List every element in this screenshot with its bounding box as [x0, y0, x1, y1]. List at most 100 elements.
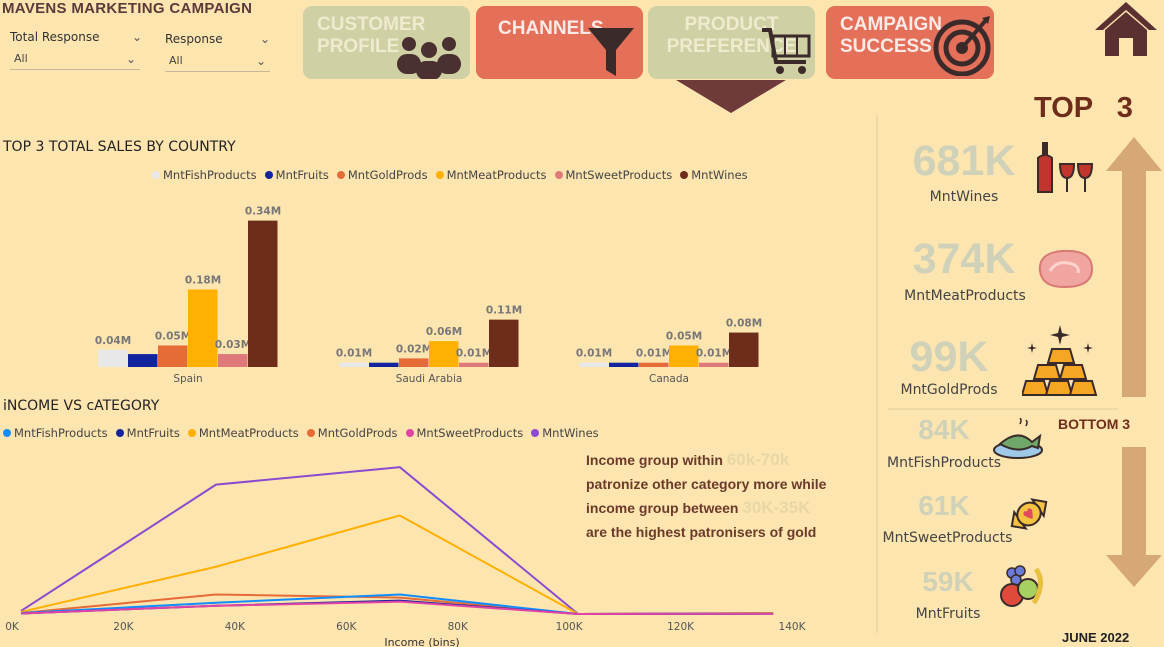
- bar[interactable]: [158, 345, 188, 367]
- nav-campaign-success-button[interactable]: CAMPAIGN SUCCESS: [826, 6, 994, 79]
- x-tick-label: 140K: [779, 621, 807, 633]
- panel-divider: [876, 115, 878, 633]
- slicer-total-response[interactable]: Total Response ⌄ All ⌄: [10, 30, 142, 70]
- series-line[interactable]: [20, 593, 774, 616]
- legend-label: MntWines: [542, 426, 599, 440]
- category-label: Saudi Arabia: [396, 373, 463, 385]
- bar[interactable]: [218, 354, 248, 367]
- funnel-icon: [588, 28, 634, 76]
- x-tick-label: 40K: [225, 621, 246, 633]
- legend-item[interactable]: MntFishProducts: [3, 426, 108, 440]
- sales-chart-title: TOP 3 TOTAL SALES BY COUNTRY: [3, 139, 236, 155]
- nav-label: PROFILE: [317, 36, 400, 57]
- legend-swatch: [3, 429, 11, 437]
- legend-swatch: [531, 429, 540, 437]
- slicer-dropdown[interactable]: All ⌄: [10, 46, 140, 70]
- bar[interactable]: [459, 362, 489, 367]
- bar-data-label: 0.01M: [456, 348, 492, 360]
- bar[interactable]: [339, 362, 369, 367]
- legend-item[interactable]: MntSweetProducts: [554, 168, 672, 182]
- legend-swatch: [306, 429, 315, 437]
- nav-channels-button[interactable]: CHANNELS: [476, 6, 643, 79]
- bar[interactable]: [699, 362, 729, 367]
- legend-swatch: [435, 171, 444, 179]
- bar[interactable]: [429, 341, 459, 367]
- chevron-down-icon[interactable]: ⌄: [125, 52, 136, 66]
- bar[interactable]: [579, 362, 609, 367]
- bar[interactable]: [639, 362, 669, 367]
- kpi-label: MntWines: [929, 189, 999, 205]
- category-label: Spain: [173, 373, 202, 385]
- legend-item[interactable]: MntFruits: [264, 168, 329, 182]
- series-line[interactable]: [20, 600, 774, 616]
- legend-item[interactable]: MntWines: [680, 168, 748, 182]
- home-icon[interactable]: [1093, 0, 1159, 58]
- annotation-text: are the highest patronisers of gold: [586, 524, 817, 540]
- legend-swatch: [680, 171, 689, 179]
- bar[interactable]: [669, 345, 699, 367]
- x-tick-label: 20K: [113, 621, 134, 633]
- legend-item[interactable]: MntGoldProds: [336, 168, 428, 182]
- legend-swatch: [115, 429, 124, 437]
- annotation-text: patronize other category more while: [586, 476, 827, 492]
- bar-data-label: 0.02M: [396, 343, 432, 355]
- legend-swatch: [336, 171, 345, 179]
- bottom3-title: BOTTOM 3: [1058, 416, 1131, 432]
- category-label: Canada: [649, 373, 689, 385]
- people-icon: [397, 37, 461, 79]
- chevron-down-icon[interactable]: ⌄: [259, 32, 270, 46]
- bar[interactable]: [609, 362, 639, 367]
- bar-data-label: 0.01M: [336, 348, 372, 360]
- bar[interactable]: [369, 362, 399, 367]
- x-axis-label: Income (bins): [384, 636, 459, 647]
- slicer-dropdown[interactable]: All ⌄: [165, 48, 270, 72]
- legend-label: MntGoldProds: [317, 426, 398, 440]
- legend-item[interactable]: MntWines: [531, 426, 599, 440]
- fish-icon: [993, 418, 1043, 459]
- bar[interactable]: [729, 332, 759, 367]
- report-date: JUNE 2022: [1062, 630, 1130, 645]
- kpi-value: 84K: [918, 414, 970, 445]
- gold-bars-icon: [1022, 325, 1098, 396]
- bar[interactable]: [128, 354, 158, 367]
- income-annotation: Income group within 60k-70k patronize ot…: [586, 448, 826, 544]
- slicer-label: Total Response: [10, 30, 100, 44]
- legend-item[interactable]: MntMeatProducts: [435, 168, 547, 182]
- legend-swatch: [152, 171, 160, 179]
- x-tick-label: 0K: [5, 621, 20, 633]
- legend-label: MntFruits: [126, 426, 180, 440]
- bar-data-label: 0.05M: [666, 330, 702, 342]
- legend-item[interactable]: MntFruits: [115, 426, 180, 440]
- bar[interactable]: [399, 358, 429, 367]
- bar-data-label: 0.18M: [185, 275, 221, 287]
- legend-label: MntMeatProducts: [446, 168, 547, 182]
- candy-icon: [1010, 498, 1048, 530]
- legend-item[interactable]: MntMeatProducts: [187, 426, 299, 440]
- bar-data-label: 0.01M: [576, 348, 612, 360]
- nav-product-preference-button[interactable]: PRODUCT PREFERENCE: [648, 6, 815, 79]
- bar-data-label: 0.34M: [245, 206, 281, 218]
- slicer-response[interactable]: Response ⌄ All ⌄: [165, 32, 270, 72]
- wine-icon: [1037, 142, 1094, 193]
- bar-data-label: 0.01M: [696, 348, 732, 360]
- nav-customer-profile-button[interactable]: CUSTOMER PROFILE: [303, 6, 470, 79]
- legend-swatch: [264, 171, 273, 179]
- bar[interactable]: [248, 220, 278, 367]
- chevron-down-icon[interactable]: ⌄: [131, 30, 142, 44]
- bar-data-label: 0.11M: [486, 305, 522, 317]
- nav-label: CUSTOMER: [317, 14, 426, 35]
- bar-data-label: 0.01M: [636, 348, 672, 360]
- legend-item[interactable]: MntSweetProducts: [405, 426, 523, 440]
- x-tick-label: 80K: [448, 621, 469, 633]
- bar[interactable]: [188, 289, 218, 368]
- legend-item[interactable]: MntFishProducts: [152, 168, 257, 182]
- kpi-value: 59K: [922, 566, 974, 597]
- legend-label: MntWines: [691, 168, 748, 182]
- income-chart-legend: MntFishProducts MntFruits MntMeatProducts M…: [3, 426, 599, 440]
- kpi-label: MntSweetProducts: [882, 530, 1013, 546]
- chevron-down-icon[interactable]: ⌄: [255, 54, 266, 68]
- legend-item[interactable]: MntGoldProds: [306, 426, 398, 440]
- bar[interactable]: [489, 319, 519, 367]
- x-tick-label: 60K: [336, 621, 357, 633]
- bar[interactable]: [98, 349, 128, 367]
